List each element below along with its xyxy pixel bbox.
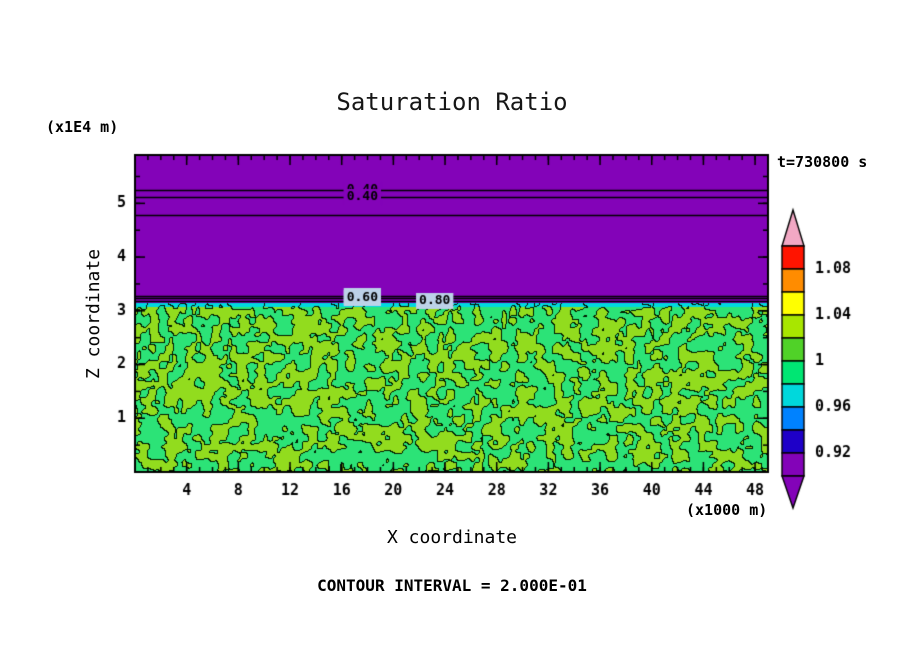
x-axis-unit-label: (x1000 m): [686, 501, 768, 519]
timestamp-label: t=730800 s: [777, 153, 868, 171]
z-axis-unit-label: (x1E4 m): [46, 118, 119, 136]
x-axis-title: X coordinate: [386, 527, 518, 548]
contour-interval-note: CONTOUR INTERVAL = 2.000E-01: [317, 576, 587, 595]
z-axis-title: Z coordinate: [83, 248, 105, 380]
chart-title: Saturation Ratio: [336, 88, 568, 116]
